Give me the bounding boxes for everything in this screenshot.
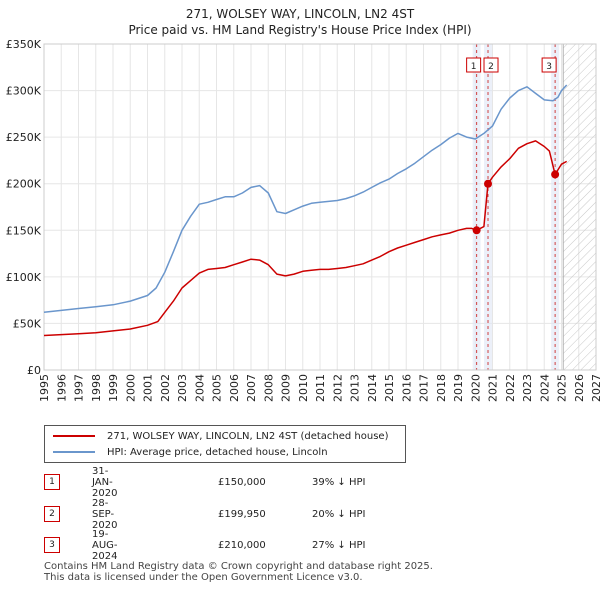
x-tick-label: 2005 <box>211 374 224 402</box>
transaction-date: 19-AUG-2024 <box>92 528 118 562</box>
y-tick-label: £300K <box>6 85 42 98</box>
y-tick-label: £50K <box>13 317 42 330</box>
transaction-marker: 2 <box>44 506 60 522</box>
x-tick-label: 2009 <box>280 374 293 402</box>
transaction-box <box>541 57 557 73</box>
transaction-row: 3 19-AUG-2024 £210,000 27% ↓ HPI <box>44 529 365 562</box>
legend-label-property: 271, WOLSEY WAY, LINCOLN, LN2 4ST (detac… <box>107 430 389 442</box>
x-tick-label: 2006 <box>228 374 241 402</box>
x-tick-label: 2023 <box>521 374 534 402</box>
x-tick-label: 2016 <box>400 374 413 402</box>
transaction-marker: 3 <box>44 537 60 553</box>
transaction-box <box>483 57 499 73</box>
y-tick-label: £0 <box>27 364 41 377</box>
x-tick-label: 2007 <box>245 374 258 402</box>
x-tick-label: 2012 <box>331 374 344 402</box>
series-line <box>43 140 568 337</box>
legend-swatch-property <box>53 435 95 437</box>
transaction-date: 28-SEP-2020 <box>92 497 118 531</box>
transaction-hpi-diff: 20% ↓ HPI <box>312 508 366 520</box>
x-tick-label: 2027 <box>590 374 600 402</box>
x-tick-label: 1997 <box>73 374 86 402</box>
y-tick-label: £350K <box>6 38 42 51</box>
x-tick-label: 2025 <box>556 374 569 402</box>
x-tick-label: 2022 <box>504 374 517 402</box>
x-tick-label: 1999 <box>107 374 120 402</box>
legend-item-hpi: HPI: Average price, detached house, Linc… <box>53 445 328 459</box>
x-tick-label: 2001 <box>142 374 155 402</box>
transaction-box-label: 1 <box>471 62 477 72</box>
x-tick-label: 2013 <box>349 374 362 402</box>
transaction-box <box>466 57 482 73</box>
transaction-date: 31-JAN-2020 <box>92 465 118 499</box>
x-tick-label: 2008 <box>262 374 275 402</box>
x-tick-label: 1998 <box>90 374 103 402</box>
x-tick-label: 2024 <box>538 374 551 402</box>
x-tick-label: 2014 <box>366 374 379 402</box>
legend-swatch-hpi <box>53 451 95 453</box>
sale-point <box>551 170 560 179</box>
transaction-price: £210,000 <box>218 539 266 551</box>
x-tick-label: 2011 <box>314 374 327 402</box>
footer-copyright: Contains HM Land Registry data © Crown c… <box>44 561 433 572</box>
x-tick-label: 2021 <box>487 374 500 402</box>
transaction-box-label: 2 <box>488 62 494 72</box>
x-tick-label: 2003 <box>176 374 189 402</box>
y-tick-label: £250K <box>6 131 42 144</box>
y-tick-label: £100K <box>6 271 42 284</box>
transaction-box-label: 3 <box>546 62 552 72</box>
series-line <box>43 84 568 314</box>
chart-subtitle: Price paid vs. HM Land Registry's House … <box>128 23 472 37</box>
sale-point <box>472 226 481 235</box>
sale-point <box>484 179 493 188</box>
transaction-hpi-diff: 39% ↓ HPI <box>312 476 366 488</box>
legend-label-hpi: HPI: Average price, detached house, Linc… <box>107 446 328 458</box>
footer: Contains HM Land Registry data © Crown c… <box>44 561 433 583</box>
transaction-row: 1 31-JAN-2020 £150,000 39% ↓ HPI <box>44 466 365 499</box>
x-tick-label: 2020 <box>469 374 482 402</box>
chart-legend: 271, WOLSEY WAY, LINCOLN, LN2 4ST (detac… <box>44 425 406 463</box>
transaction-hpi-diff: 27% ↓ HPI <box>312 539 366 551</box>
x-tick-label: 2018 <box>435 374 448 402</box>
footer-license: This data is licensed under the Open Gov… <box>44 572 363 583</box>
x-tick-label: 2010 <box>297 374 310 402</box>
x-tick-label: 2019 <box>452 374 465 402</box>
x-tick-label: 2004 <box>193 374 206 402</box>
x-tick-label: 2000 <box>124 374 137 402</box>
transaction-price: £199,950 <box>218 508 266 520</box>
transaction-row: 2 28-SEP-2020 £199,950 20% ↓ HPI <box>44 498 365 531</box>
x-tick-label: 2017 <box>418 374 431 402</box>
x-tick-label: 2026 <box>573 374 586 402</box>
y-tick-label: £200K <box>6 178 42 191</box>
x-tick-label: 2002 <box>159 374 172 402</box>
legend-item-property: 271, WOLSEY WAY, LINCOLN, LN2 4ST (detac… <box>53 429 388 443</box>
chart-title: 271, WOLSEY WAY, LINCOLN, LN2 4ST <box>185 7 415 21</box>
x-tick-label: 1996 <box>55 374 68 402</box>
y-tick-label: £150K <box>6 224 42 237</box>
price-chart: £0 £50K £100K £150K £200K £250K £300K £350K 1995… <box>6 38 600 402</box>
plot-frame <box>43 43 597 371</box>
x-tick-label: 2015 <box>383 374 396 402</box>
forecast-hatch <box>563 44 596 370</box>
x-tick-label: 1995 <box>38 374 51 402</box>
transaction-price: £150,000 <box>218 476 266 488</box>
transaction-marker: 1 <box>44 474 60 490</box>
